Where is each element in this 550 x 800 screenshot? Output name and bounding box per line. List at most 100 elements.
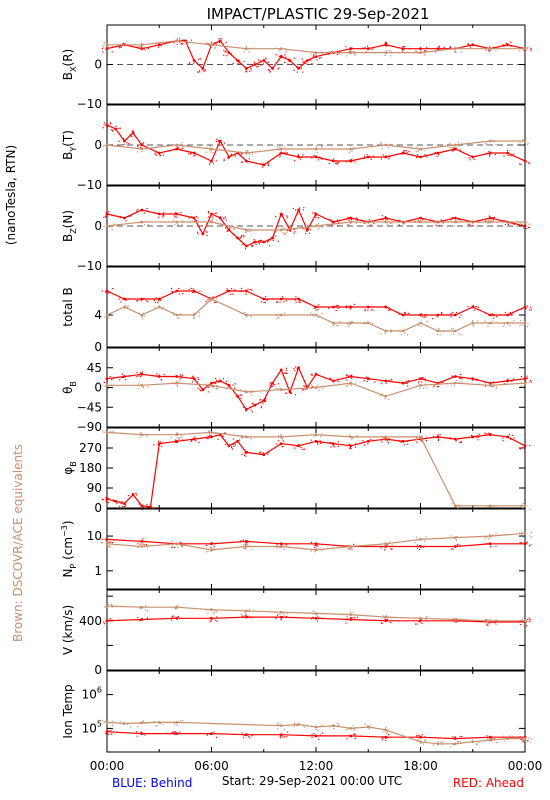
data-point xyxy=(284,54,286,56)
data-point xyxy=(205,435,207,437)
data-point xyxy=(471,323,473,325)
data-point xyxy=(118,298,120,300)
data-point xyxy=(171,545,173,547)
data-point xyxy=(488,216,492,220)
data-point xyxy=(424,379,426,381)
data-point xyxy=(381,225,383,227)
data-point xyxy=(245,161,247,163)
data-point xyxy=(401,49,403,51)
x-tick-label: 18:00 xyxy=(403,759,438,773)
data-point xyxy=(136,145,139,147)
data-point xyxy=(314,213,316,215)
data-point xyxy=(207,298,209,301)
data-point xyxy=(351,151,353,153)
data-point xyxy=(158,376,160,378)
data-point xyxy=(320,435,322,437)
data-point xyxy=(275,216,277,218)
series-red xyxy=(101,432,531,510)
data-point xyxy=(234,155,236,157)
data-point xyxy=(520,542,523,544)
data-point xyxy=(120,46,122,49)
data-point xyxy=(140,45,142,47)
data-point xyxy=(177,317,179,319)
data-point xyxy=(280,436,282,438)
data-point xyxy=(475,305,477,307)
data-point xyxy=(520,504,523,506)
data-point xyxy=(171,615,173,617)
data-point xyxy=(193,317,195,319)
data-point xyxy=(452,618,454,620)
data-point xyxy=(297,154,299,157)
data-point xyxy=(317,159,319,161)
data-point xyxy=(303,448,305,450)
data-point xyxy=(158,305,160,307)
chart-title: IMPACT/PLASTIC 29-Sep-2021 xyxy=(207,5,430,23)
data-point xyxy=(521,324,523,326)
series-brown xyxy=(101,719,532,748)
data-point xyxy=(251,244,253,246)
data-point xyxy=(309,229,311,231)
data-point xyxy=(231,447,233,449)
data-point xyxy=(179,313,181,315)
data-point xyxy=(449,46,451,48)
data-point xyxy=(220,218,222,220)
data-point xyxy=(407,385,409,387)
data-point xyxy=(387,544,389,546)
data-point xyxy=(355,727,357,729)
data-point xyxy=(460,441,462,443)
data-point xyxy=(333,323,336,325)
data-point xyxy=(252,47,254,49)
data-point xyxy=(332,445,334,447)
data-point xyxy=(249,737,251,739)
data-point xyxy=(243,48,245,50)
data-point xyxy=(137,616,139,619)
data-point xyxy=(507,154,509,156)
data-point xyxy=(306,230,308,232)
data-point xyxy=(502,437,504,439)
data-point xyxy=(241,437,243,439)
data-point xyxy=(107,542,109,544)
data-point xyxy=(440,312,442,314)
data-point xyxy=(294,57,296,59)
data-point xyxy=(197,387,199,389)
data-point xyxy=(227,230,229,232)
data-point xyxy=(388,438,390,440)
data-point xyxy=(177,616,179,618)
data-point xyxy=(123,216,126,220)
data-point xyxy=(244,544,246,546)
data-point xyxy=(453,381,457,385)
data-point xyxy=(181,39,183,41)
data-point xyxy=(240,291,242,293)
data-point xyxy=(269,71,271,73)
data-point xyxy=(352,321,354,323)
data-point xyxy=(494,622,496,624)
data-point xyxy=(103,623,106,625)
data-point xyxy=(526,46,528,49)
data-point xyxy=(110,129,112,131)
data-point xyxy=(153,721,155,723)
data-point xyxy=(477,379,479,381)
data-point xyxy=(224,432,226,434)
data-point xyxy=(351,321,353,323)
data-point xyxy=(159,155,161,157)
data-point xyxy=(111,46,114,48)
data-point xyxy=(123,722,126,725)
data-point xyxy=(205,223,207,225)
data-point xyxy=(526,541,528,543)
data-point xyxy=(110,619,112,621)
data-point xyxy=(332,305,335,309)
data-point xyxy=(205,609,208,611)
y-tick-label: 270 xyxy=(79,441,102,455)
data-point xyxy=(417,538,420,541)
data-point xyxy=(330,446,332,448)
data-point xyxy=(318,57,321,59)
data-point xyxy=(259,451,261,453)
data-point xyxy=(337,381,339,383)
data-point xyxy=(178,41,180,43)
data-point xyxy=(348,218,350,220)
data-point xyxy=(420,742,422,744)
data-point xyxy=(146,506,149,508)
data-point xyxy=(520,163,522,166)
data-point xyxy=(312,56,314,58)
